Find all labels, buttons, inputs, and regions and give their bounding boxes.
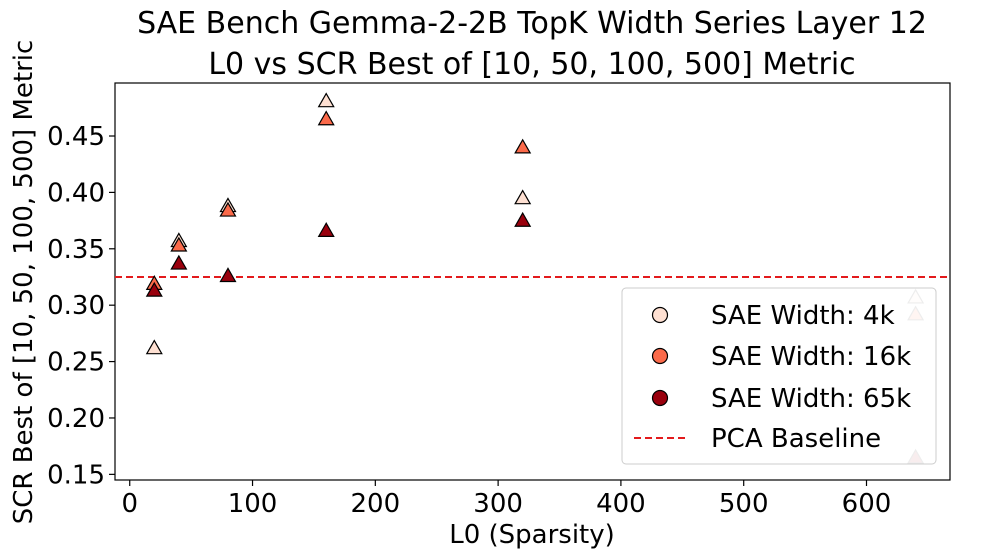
data-point-series-2 [170,254,188,270]
chart-subtitle: L0 vs SCR Best of [10, 50, 100, 500] Met… [208,47,855,82]
y-tick-label: 0.25 [47,348,105,378]
legend-label-16k: SAE Width: 16k [711,342,911,372]
y-axis-label: SCR Best of [10, 50, 100, 500] Metric [9,40,39,525]
y-tick-label: 0.35 [47,235,105,265]
x-tick-label: 200 [351,489,401,519]
chart-title: SAE Bench Gemma-2-2B TopK Width Series L… [137,6,927,41]
y-tick-label: 0.40 [47,178,105,208]
data-point-series-1 [170,236,188,252]
legend-marker-16k [651,347,669,365]
plot-area: 0 100 200 300 400 500 600 0.15 0.20 0.25 0.30 0.35… [47,82,951,519]
legend-label-4k: SAE Width: 4k [711,301,895,331]
legend-label-baseline: PCA Baseline [711,424,881,454]
y-tick-label: 0.15 [47,460,105,490]
y-tick-label: 0.30 [47,291,105,321]
x-tick-label: 0 [121,489,138,519]
data-point-series-2 [317,222,335,237]
x-axis-label: L0 (Sparsity) [449,520,615,550]
data-point-series-1 [514,138,532,154]
x-tick-label: 500 [719,489,769,519]
y-axis: 0.15 0.20 0.25 0.30 0.35 0.40 0.45 [47,122,115,490]
x-axis: 0 100 200 300 400 500 600 [121,480,891,519]
legend-frame [621,287,937,465]
data-point-series-1 [317,110,335,126]
x-tick-label: 600 [842,489,892,519]
legend-label-65k: SAE Width: 65k [711,384,911,414]
legend-marker-65k [651,389,669,407]
x-tick-label: 400 [596,489,646,519]
y-tick-label: 0.45 [47,122,105,152]
data-point-series-0 [317,92,335,108]
data-point-series-2 [145,281,163,297]
data-point-series-0 [514,189,532,205]
data-point-series-0 [145,339,163,355]
data-point-series-2 [219,267,237,283]
legend: SAE Width: 4k SAE Width: 16k SAE Width: … [621,287,937,465]
data-point-series-2 [514,211,532,227]
x-tick-label: 100 [228,489,278,519]
x-tick-label: 300 [473,489,523,519]
legend-marker-4k [651,306,669,324]
data-point-series-1 [219,201,237,217]
y-tick-label: 0.20 [47,404,105,434]
